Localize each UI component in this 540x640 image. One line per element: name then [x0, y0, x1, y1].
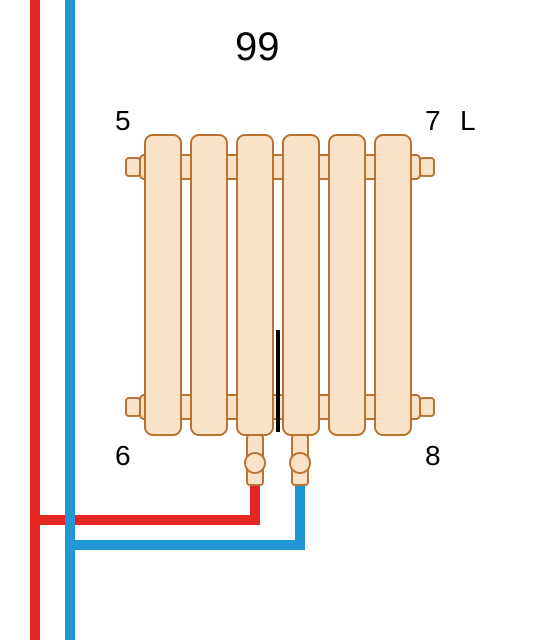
diagram-title: 99	[235, 25, 280, 70]
valve-left-ball	[245, 453, 265, 473]
label-8: 8	[425, 440, 441, 472]
valve-right-ball	[290, 453, 310, 473]
label-6: 6	[115, 440, 131, 472]
label-7: 7	[425, 105, 441, 137]
label-5: 5	[115, 105, 131, 137]
radiator-diagram-svg	[0, 0, 540, 640]
label-L: L	[460, 105, 476, 137]
diagram-container: 99 5 7 L 6 8	[0, 0, 540, 640]
